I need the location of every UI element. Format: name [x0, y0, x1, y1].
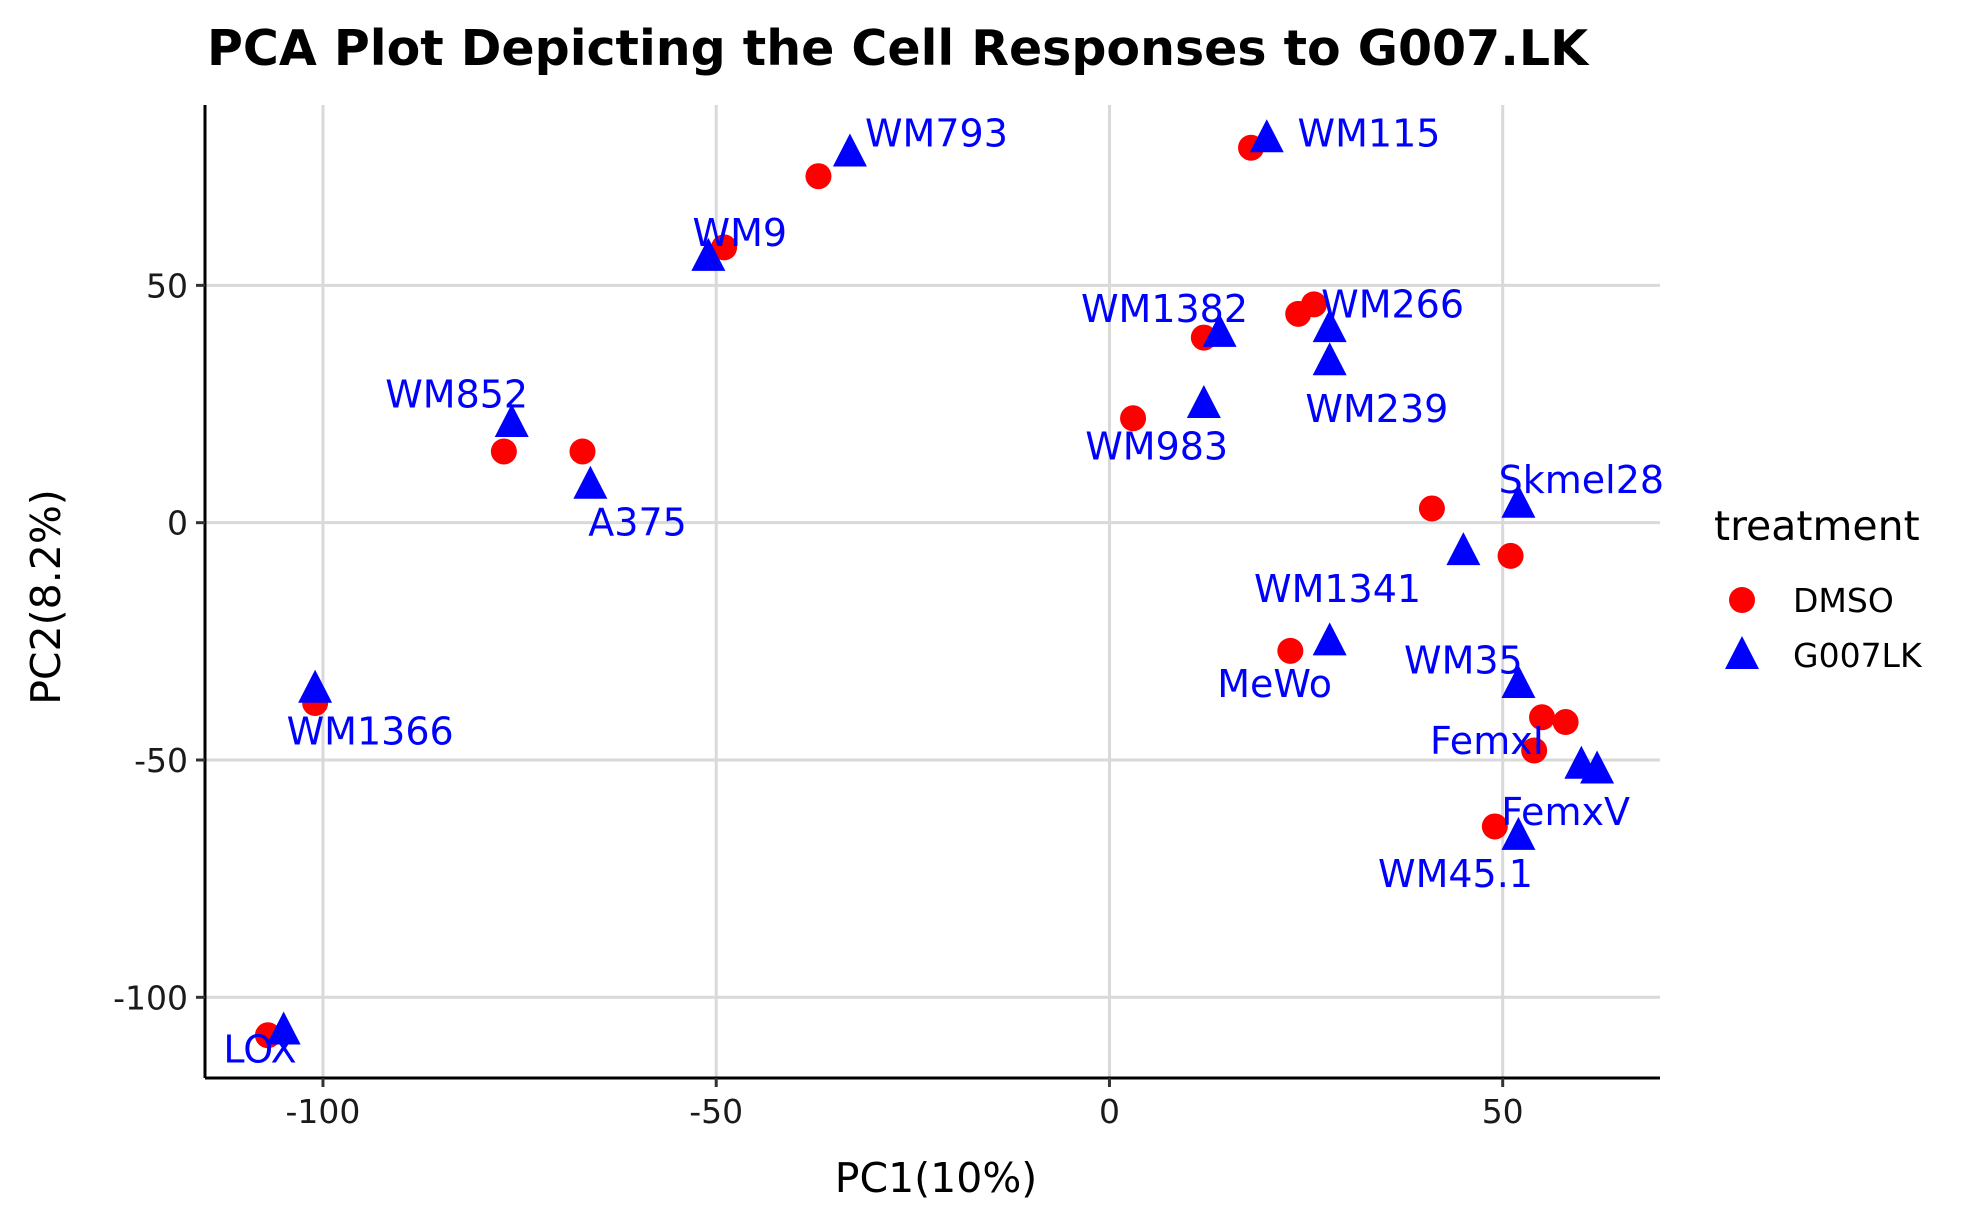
- dmso-point: [805, 163, 832, 190]
- point-label: LOX: [223, 1028, 296, 1072]
- point-label: WM115: [1298, 111, 1441, 155]
- g007lk-point: [1501, 484, 1536, 518]
- dmso-point: [490, 438, 517, 465]
- grid-layer: [205, 105, 1660, 1078]
- g007lk-point: [1501, 665, 1536, 699]
- point-label: WM239: [1305, 387, 1448, 431]
- dmso-point: [1481, 813, 1508, 840]
- dmso-point: [1497, 542, 1524, 569]
- g007lk-point: [573, 465, 608, 499]
- ticks-layer: -100 -50 0 50 -100 -50 0 50: [113, 266, 1524, 1131]
- point-label: A375: [588, 501, 687, 545]
- dmso-point: [1418, 495, 1445, 522]
- legend-label: DMSO: [1793, 581, 1894, 620]
- g007lk-point: [1312, 309, 1347, 343]
- dmso-point: [711, 234, 738, 261]
- point-label: WM35: [1404, 638, 1523, 682]
- dmso-point: [1529, 704, 1556, 731]
- dmso-point: [1521, 737, 1548, 764]
- point-label: WM1382: [1081, 287, 1248, 331]
- y-tick-label: -50: [134, 741, 188, 780]
- dmso-point: [1277, 637, 1304, 664]
- x-tick-label: 0: [1099, 1092, 1120, 1131]
- dmso-point: [1120, 405, 1147, 432]
- point-label: Skmel28: [1499, 458, 1664, 502]
- g007lk-point: [266, 1011, 301, 1045]
- g007lk-point: [1202, 313, 1237, 347]
- x-tick-label: 50: [1482, 1092, 1524, 1131]
- dmso-point: [1300, 291, 1327, 318]
- g007lk-point: [1446, 532, 1481, 566]
- point-labels-layer: LOX WM1366 WM852 A375 WM9 WM793 WM983 WM1382 WM1…: [223, 111, 1664, 1071]
- point-label: WM852: [385, 373, 528, 417]
- point-label: WM1366: [287, 710, 454, 754]
- point-label: FemxV: [1501, 790, 1630, 834]
- g007lk-point: [1186, 385, 1221, 419]
- g007lk-point: [1580, 750, 1615, 784]
- g007lk-point: [494, 404, 529, 438]
- point-label: WM793: [865, 111, 1008, 155]
- legend-key-dmso: [1729, 587, 1755, 613]
- point-label: WM1341: [1254, 567, 1421, 611]
- y-tick-label: -100: [113, 978, 188, 1017]
- g007lk-point: [298, 669, 333, 703]
- axes-layer: [203, 105, 1660, 1080]
- chart-title: PCA Plot Depicting the Cell Responses to…: [207, 20, 1590, 77]
- legend-title: treatment: [1714, 502, 1920, 550]
- g007lk-point: [1249, 119, 1284, 153]
- legend-label: G007LK: [1793, 636, 1923, 675]
- points-layer: [254, 119, 1615, 1049]
- point-label: MeWo: [1217, 662, 1332, 706]
- g007lk-point: [691, 237, 726, 271]
- point-label: WM45.1: [1378, 852, 1533, 896]
- x-axis-title: PC1(10%): [835, 1154, 1038, 1202]
- legend: treatment DMSO G007LK: [1714, 502, 1923, 675]
- legend-key-g007lk: [1725, 636, 1759, 669]
- y-tick-label: 50: [146, 266, 188, 305]
- point-label: WM983: [1085, 425, 1228, 469]
- dmso-point: [1552, 709, 1579, 736]
- g007lk-point: [1501, 816, 1536, 850]
- point-label: FemxI: [1430, 719, 1544, 763]
- g007lk-point: [1312, 342, 1347, 376]
- g007lk-point: [832, 133, 867, 167]
- x-tick-label: -100: [286, 1092, 361, 1131]
- y-axis-title: PC2(8.2%): [22, 489, 70, 705]
- y-tick-label: 0: [167, 504, 188, 543]
- dmso-point: [569, 438, 596, 465]
- point-label: WM9: [693, 211, 788, 255]
- x-tick-label: -50: [689, 1092, 743, 1131]
- g007lk-point: [1312, 622, 1347, 656]
- point-label: WM266: [1321, 282, 1464, 326]
